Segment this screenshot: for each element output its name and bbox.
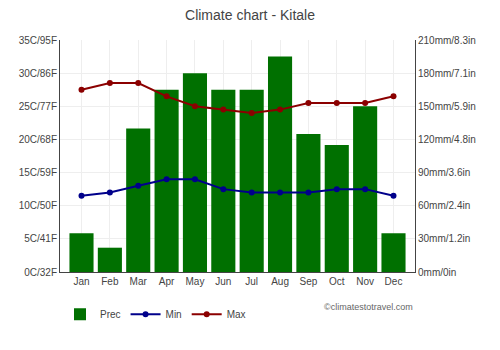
svg-text:30C/86F: 30C/86F (19, 68, 57, 79)
svg-text:©climatestotravel.com: ©climatestotravel.com (324, 302, 413, 312)
svg-text:Climate chart - Kitale: Climate chart - Kitale (185, 7, 315, 23)
svg-text:Max: Max (227, 309, 246, 320)
svg-text:Nov: Nov (356, 276, 374, 287)
svg-text:Sep: Sep (300, 276, 318, 287)
svg-text:20C/68F: 20C/68F (19, 134, 57, 145)
svg-text:Oct: Oct (329, 276, 345, 287)
svg-text:15C/59F: 15C/59F (19, 167, 57, 178)
svg-text:Dec: Dec (385, 276, 403, 287)
svg-text:Jun: Jun (215, 276, 231, 287)
svg-text:0mm/0in: 0mm/0in (418, 267, 456, 278)
svg-text:120mm/4.8in: 120mm/4.8in (418, 134, 476, 145)
svg-text:60mm/2.4in: 60mm/2.4in (418, 200, 470, 211)
svg-text:180mm/7.1in: 180mm/7.1in (418, 68, 476, 79)
svg-text:0C/32F: 0C/32F (24, 267, 57, 278)
svg-text:Jan: Jan (73, 276, 89, 287)
svg-text:150mm/5.9in: 150mm/5.9in (418, 101, 476, 112)
svg-text:35C/95F: 35C/95F (19, 35, 57, 46)
svg-text:Aug: Aug (271, 276, 289, 287)
svg-text:10C/50F: 10C/50F (19, 200, 57, 211)
svg-text:Apr: Apr (159, 276, 175, 287)
svg-text:25C/77F: 25C/77F (19, 101, 57, 112)
svg-text:Jul: Jul (245, 276, 258, 287)
svg-text:Prec: Prec (100, 309, 121, 320)
svg-text:Mar: Mar (130, 276, 148, 287)
svg-text:5C/41F: 5C/41F (24, 233, 57, 244)
svg-text:210mm/8.3in: 210mm/8.3in (418, 35, 476, 46)
svg-text:30mm/1.2in: 30mm/1.2in (418, 233, 470, 244)
svg-text:90mm/3.6in: 90mm/3.6in (418, 167, 470, 178)
svg-text:May: May (185, 276, 204, 287)
svg-text:Feb: Feb (101, 276, 119, 287)
svg-text:Min: Min (166, 309, 182, 320)
